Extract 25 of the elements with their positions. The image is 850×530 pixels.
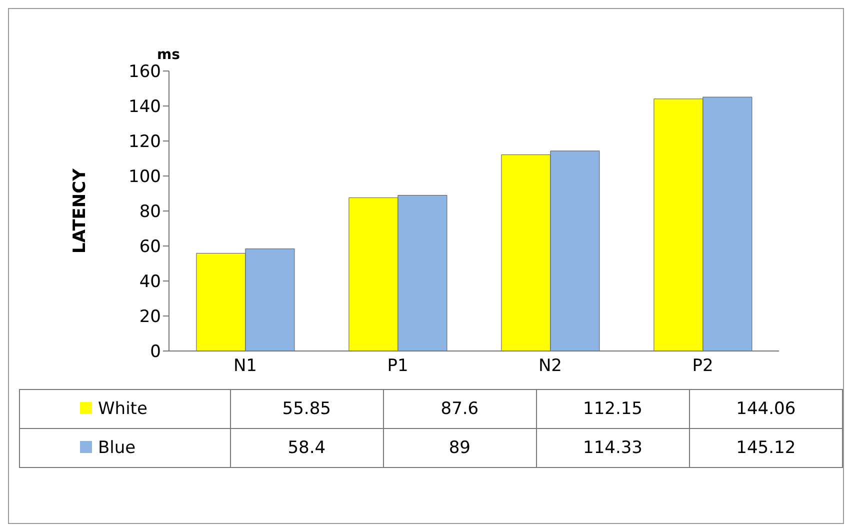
data-label: 55.85 (230, 390, 384, 428)
data-label: 58.4 (230, 428, 384, 468)
y-tick-label: 140 (128, 97, 161, 118)
y-tick-label: 60 (139, 237, 161, 258)
y-tick-label: 120 (128, 132, 161, 152)
data-label: 89 (383, 428, 536, 468)
data-label: 144.06 (689, 390, 842, 428)
x-tick-label: P1 (387, 356, 408, 376)
data-label: 114.33 (536, 428, 690, 468)
legend-label: Blue (20, 428, 230, 468)
y-tick-label: 20 (139, 307, 161, 328)
data-label: 112.15 (536, 390, 690, 428)
data-label: 145.12 (689, 428, 842, 468)
legend-label: White (20, 390, 230, 428)
x-tick-label: N2 (538, 356, 562, 376)
y-tick-label: 80 (139, 202, 161, 222)
data-label: 87.6 (383, 390, 536, 428)
y-axis-title: LATENCY (70, 168, 90, 254)
x-tick-label: N1 (233, 356, 258, 376)
text: ms (157, 47, 180, 63)
y-tick-label: 100 (128, 167, 161, 188)
y-tick-label: 0 (150, 342, 161, 362)
y-tick-label: 40 (139, 272, 161, 292)
y-tick-label: 160 (128, 62, 161, 82)
x-tick-label: P2 (692, 356, 714, 376)
